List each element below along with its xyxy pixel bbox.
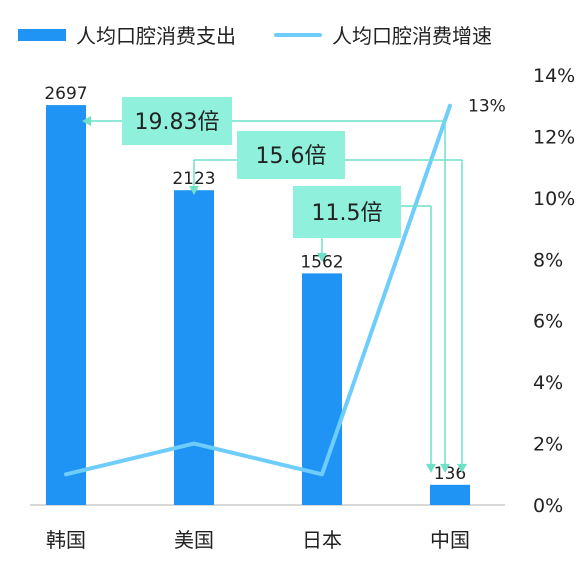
annotation-arrowhead — [189, 186, 199, 195]
legend-swatch-bar — [18, 28, 66, 41]
annotation-arrowhead — [440, 463, 450, 473]
x-tick-label: 中国 — [430, 528, 470, 552]
legend-item-line: 人均口腔消费增速 — [274, 20, 492, 49]
legend-label-bar: 人均口腔消费支出 — [76, 24, 236, 48]
annotation-arrowhead — [426, 463, 436, 473]
x-tick-label: 美国 — [174, 528, 214, 552]
bar-value-label: 1562 — [300, 252, 343, 272]
y-right-tick-label: 2% — [533, 434, 563, 456]
y-right-tick-label: 0% — [533, 495, 563, 517]
y-right-tick-label: 4% — [533, 372, 563, 394]
y-right-tick-label: 10% — [533, 188, 575, 210]
bar — [46, 105, 86, 505]
annotation-label: 11.5倍 — [312, 201, 383, 226]
legend-item-bar: 人均口腔消费支出 — [18, 20, 236, 49]
annotation-arrowhead — [82, 116, 91, 126]
legend: 人均口腔消费支出 人均口腔消费增速 — [18, 20, 492, 49]
bar — [174, 190, 214, 506]
y-right-tick-label: 12% — [533, 126, 575, 148]
bar-value-label: 2697 — [44, 84, 87, 104]
line-value-label: 13% — [468, 97, 506, 117]
series-line — [64, 103, 452, 477]
x-tick-label: 韩国 — [46, 528, 86, 552]
annotation-arrowhead — [457, 463, 467, 473]
annotation-box — [122, 97, 232, 145]
bar — [430, 484, 470, 505]
annotation-box — [293, 186, 401, 238]
y-right-tick-label: 14% — [533, 65, 575, 87]
annotation-label: 15.6倍 — [256, 144, 327, 169]
y-right-tick-label: 8% — [533, 249, 563, 271]
annotation-label: 19.83倍 — [135, 110, 220, 135]
annotation-arrowhead — [317, 253, 327, 262]
x-tick-label: 日本 — [302, 528, 342, 552]
legend-swatch-line — [274, 32, 322, 37]
y-right-tick-label: 6% — [533, 311, 563, 333]
legend-label-line: 人均口腔消费增速 — [332, 24, 492, 48]
bar-value-label: 136 — [434, 464, 466, 484]
annotation-box — [237, 131, 345, 179]
bar — [302, 273, 342, 505]
